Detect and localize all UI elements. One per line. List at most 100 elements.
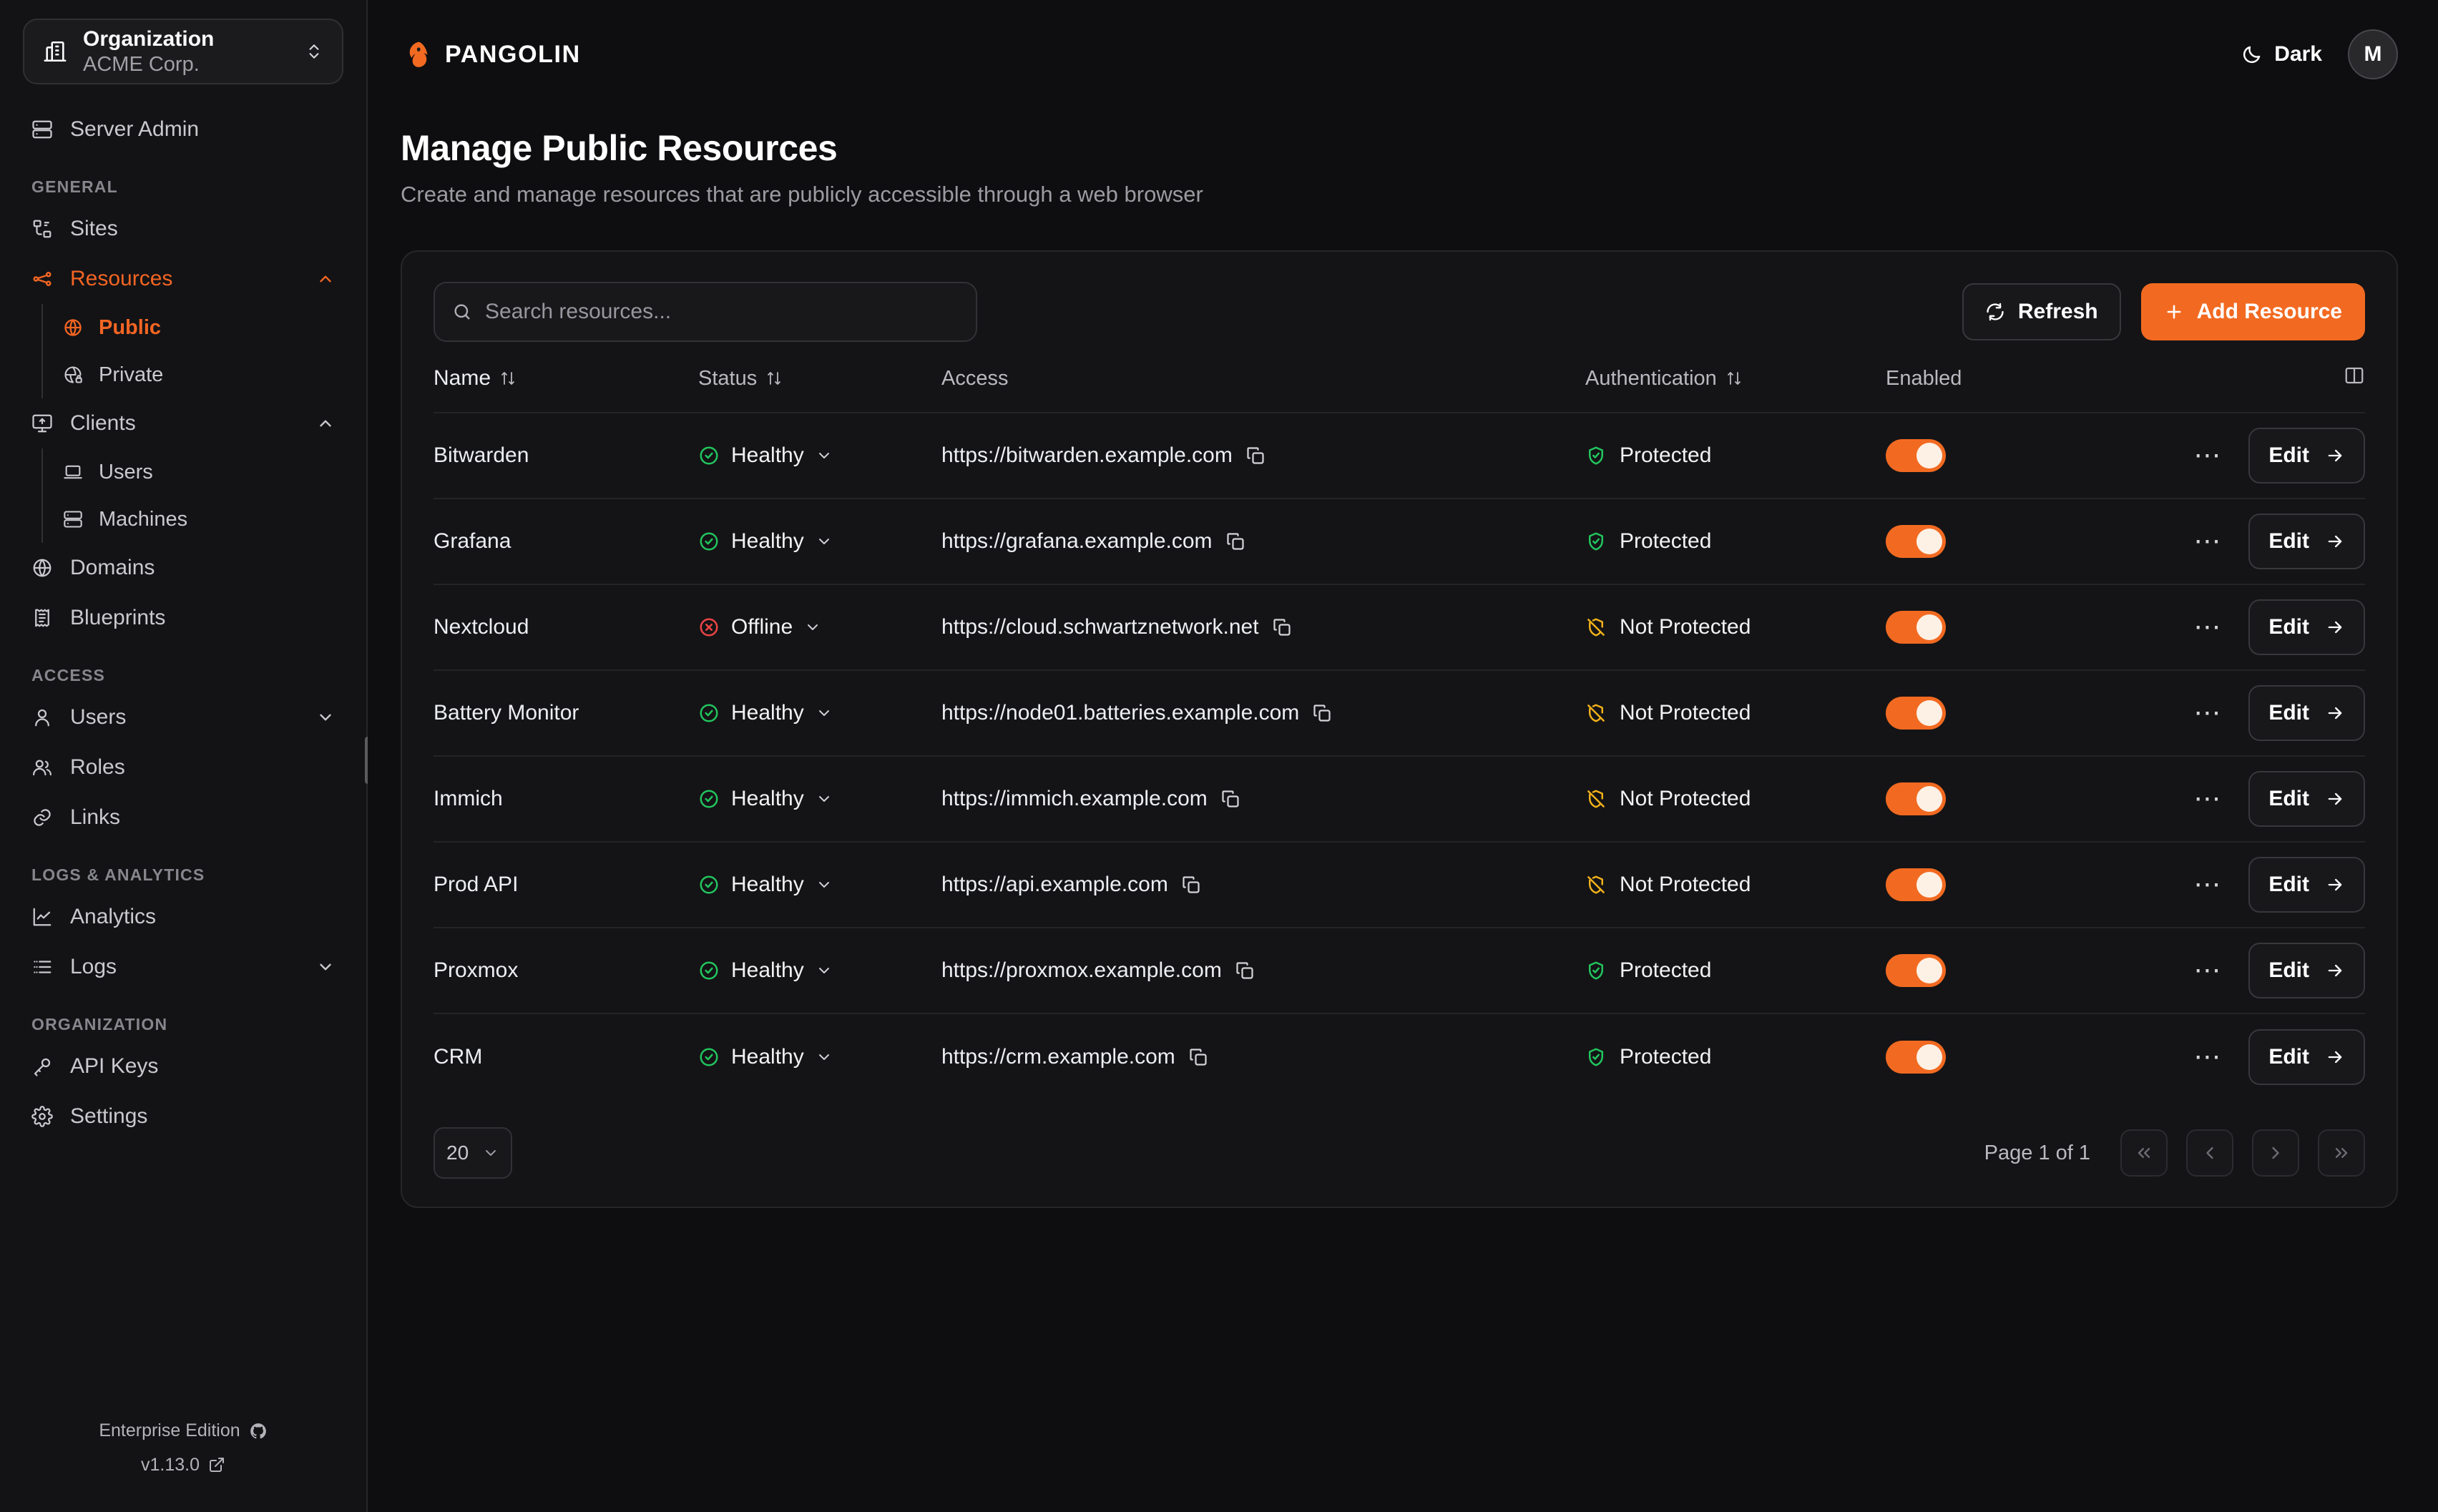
access-url[interactable]: https://api.example.com bbox=[941, 873, 1168, 896]
gear-icon bbox=[31, 1106, 53, 1127]
access-url[interactable]: https://crm.example.com bbox=[941, 1044, 1175, 1069]
table-row[interactable]: Prod API Healthy https://api.example.com… bbox=[434, 841, 2365, 928]
edit-button[interactable]: Edit bbox=[2248, 599, 2365, 655]
table-row[interactable]: CRM Healthy https://crm.example.com Prot… bbox=[434, 1013, 2365, 1099]
edit-button[interactable]: Edit bbox=[2248, 771, 2365, 827]
copy-icon[interactable] bbox=[1220, 789, 1240, 809]
edit-button[interactable]: Edit bbox=[2248, 857, 2365, 913]
enabled-toggle[interactable] bbox=[1886, 1040, 1946, 1074]
theme-toggle[interactable]: Dark bbox=[2241, 42, 2322, 67]
enabled-toggle[interactable] bbox=[1886, 439, 1946, 472]
search-input[interactable] bbox=[485, 300, 959, 324]
ellipsis-icon[interactable]: ⋯ bbox=[2193, 1041, 2223, 1072]
sidebar-item-clients-machines[interactable]: Machines bbox=[44, 496, 346, 543]
edit-button[interactable]: Edit bbox=[2248, 514, 2365, 569]
ellipsis-icon[interactable]: ⋯ bbox=[2193, 526, 2223, 556]
copy-icon[interactable] bbox=[1272, 617, 1292, 637]
ellipsis-icon[interactable]: ⋯ bbox=[2193, 441, 2223, 471]
table-row[interactable]: Nextcloud Offline https://cloud.schwartz… bbox=[434, 584, 2365, 670]
table-row[interactable]: Bitwarden Healthy https://bitwarden.exam… bbox=[434, 412, 2365, 499]
enabled-toggle[interactable] bbox=[1886, 954, 1946, 987]
sidebar-item-blueprints[interactable]: Blueprints bbox=[20, 593, 346, 643]
sidebar-item-roles[interactable]: Roles bbox=[20, 742, 346, 792]
copy-icon[interactable] bbox=[1181, 875, 1201, 895]
add-resource-button[interactable]: Add Resource bbox=[2140, 283, 2365, 340]
table-row[interactable]: Proxmox Healthy https://proxmox.example.… bbox=[434, 927, 2365, 1013]
sidebar-item-settings[interactable]: Settings bbox=[20, 1091, 346, 1142]
ellipsis-icon[interactable]: ⋯ bbox=[2193, 956, 2223, 986]
resources-icon bbox=[31, 268, 53, 290]
toggle-knob bbox=[1916, 872, 1942, 898]
enabled-toggle[interactable] bbox=[1886, 782, 1946, 815]
sidebar-item-private[interactable]: Private bbox=[44, 351, 346, 398]
copy-icon[interactable] bbox=[1312, 703, 1332, 723]
first-page-button[interactable] bbox=[2120, 1129, 2168, 1177]
edition-row[interactable]: Enterprise Edition bbox=[0, 1414, 366, 1448]
copy-icon[interactable] bbox=[1188, 1047, 1208, 1067]
enabled-toggle[interactable] bbox=[1886, 611, 1946, 644]
avatar[interactable]: M bbox=[2348, 29, 2398, 79]
version-row[interactable]: v1.13.0 bbox=[0, 1448, 366, 1483]
sidebar-item-resources[interactable]: Resources bbox=[20, 254, 346, 304]
edit-button[interactable]: Edit bbox=[2248, 943, 2365, 998]
access-url[interactable]: https://proxmox.example.com bbox=[941, 958, 1222, 982]
ellipsis-icon[interactable]: ⋯ bbox=[2193, 698, 2223, 728]
status-badge[interactable]: Healthy bbox=[698, 873, 941, 897]
table-row[interactable]: Grafana Healthy https://grafana.example.… bbox=[434, 498, 2365, 584]
brand[interactable]: PANGOLIN bbox=[401, 39, 581, 70]
access-url[interactable]: https://immich.example.com bbox=[941, 787, 1208, 810]
sidebar-item-analytics[interactable]: Analytics bbox=[20, 892, 346, 942]
access-url[interactable]: https://node01.batteries.example.com bbox=[941, 701, 1300, 725]
cell-status: Healthy bbox=[698, 841, 941, 928]
sidebar-item-api-keys[interactable]: API Keys bbox=[20, 1041, 346, 1091]
table-row[interactable]: Battery Monitor Healthy https://node01.b… bbox=[434, 669, 2365, 756]
search-box[interactable] bbox=[434, 282, 977, 342]
sidebar-item-logs[interactable]: Logs bbox=[20, 942, 346, 992]
edit-button[interactable]: Edit bbox=[2248, 685, 2365, 741]
table-row[interactable]: Immich Healthy https://immich.example.co… bbox=[434, 755, 2365, 842]
sidebar-item-users[interactable]: Users bbox=[20, 692, 346, 742]
status-badge[interactable]: Healthy bbox=[698, 443, 941, 468]
org-switcher[interactable]: Organization ACME Corp. bbox=[23, 19, 343, 84]
last-page-button[interactable] bbox=[2318, 1129, 2365, 1177]
shield-check-icon bbox=[1585, 960, 1607, 981]
resource-name: Immich bbox=[434, 787, 503, 810]
status-badge[interactable]: Healthy bbox=[698, 787, 941, 811]
ellipsis-icon[interactable]: ⋯ bbox=[2193, 612, 2223, 642]
edit-button[interactable]: Edit bbox=[2248, 428, 2365, 483]
page-size-select[interactable]: 20 bbox=[434, 1127, 512, 1179]
copy-icon[interactable] bbox=[1235, 961, 1255, 981]
cell-status: Healthy bbox=[698, 1013, 941, 1099]
next-page-button[interactable] bbox=[2252, 1129, 2299, 1177]
ellipsis-icon[interactable]: ⋯ bbox=[2193, 870, 2223, 900]
refresh-button[interactable]: Refresh bbox=[1962, 283, 2121, 340]
access-url[interactable]: https://cloud.schwartznetwork.net bbox=[941, 615, 1259, 639]
cell-status: Healthy bbox=[698, 927, 941, 1013]
status-badge[interactable]: Healthy bbox=[698, 529, 941, 554]
sidebar-item-clients-users[interactable]: Users bbox=[44, 448, 346, 496]
ellipsis-icon[interactable]: ⋯ bbox=[2193, 784, 2223, 814]
sidebar-item-domains[interactable]: Domains bbox=[20, 543, 346, 593]
enabled-toggle[interactable] bbox=[1886, 525, 1946, 558]
prev-page-button[interactable] bbox=[2186, 1129, 2233, 1177]
status-badge[interactable]: Healthy bbox=[698, 1045, 941, 1069]
sidebar-item-public[interactable]: Public bbox=[44, 304, 346, 351]
users-icon bbox=[31, 757, 53, 778]
status-badge[interactable]: Offline bbox=[698, 615, 941, 639]
access-url[interactable]: https://grafana.example.com bbox=[941, 529, 1213, 553]
sidebar-item-clients[interactable]: Clients bbox=[20, 398, 346, 448]
sidebar-item-server-admin[interactable]: Server Admin bbox=[20, 104, 346, 154]
authentication-badge: Protected bbox=[1585, 529, 1886, 554]
access-url[interactable]: https://bitwarden.example.com bbox=[941, 443, 1233, 467]
enabled-toggle[interactable] bbox=[1886, 868, 1946, 901]
copy-icon[interactable] bbox=[1245, 446, 1265, 466]
edit-button[interactable]: Edit bbox=[2248, 1029, 2365, 1085]
arrow-right-icon bbox=[2325, 617, 2345, 637]
status-badge[interactable]: Healthy bbox=[698, 958, 941, 983]
columns-toggle-icon[interactable] bbox=[2344, 365, 2365, 386]
copy-icon[interactable] bbox=[1225, 531, 1245, 551]
sidebar-item-sites[interactable]: Sites bbox=[20, 204, 346, 254]
status-badge[interactable]: Healthy bbox=[698, 701, 941, 725]
enabled-toggle[interactable] bbox=[1886, 697, 1946, 730]
sidebar-item-links[interactable]: Links bbox=[20, 792, 346, 843]
